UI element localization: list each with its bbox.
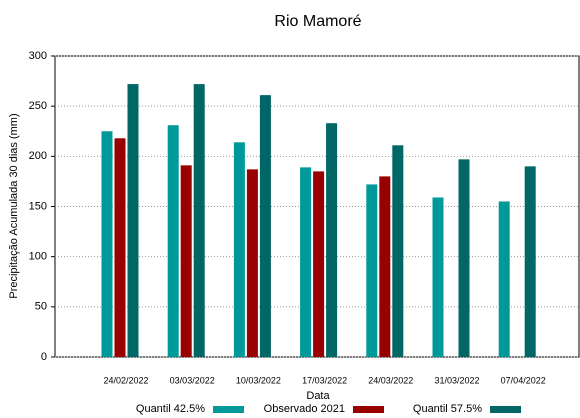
bar (300, 167, 312, 357)
x-axis-label: Data (306, 390, 330, 402)
y-axis-label: Precipitação Acumulada 30 dias (mm) (8, 113, 20, 298)
legend-label: Observado 2021 (264, 403, 345, 415)
bar (498, 201, 510, 357)
x-tick-label: 07/04/2022 (501, 375, 546, 385)
legend-swatch (213, 406, 244, 413)
x-tick-label: 03/03/2022 (170, 375, 215, 385)
y-tick-label: 200 (29, 150, 47, 162)
bar (259, 95, 271, 357)
bar (432, 197, 444, 357)
bar (458, 159, 470, 357)
y-tick-label: 100 (29, 251, 47, 263)
y-tick-label: 300 (29, 50, 47, 62)
x-tick-label: 24/03/2022 (368, 375, 413, 385)
bar (114, 138, 126, 357)
bar (193, 84, 205, 358)
legend-label: Quantil 57.5% (413, 403, 482, 415)
x-tick-label: 24/02/2022 (103, 375, 148, 385)
bar (379, 176, 391, 357)
chart-title: Rio Mamoré (274, 13, 361, 30)
x-tick-label: 17/03/2022 (302, 375, 347, 385)
bar (101, 131, 113, 357)
bar (392, 145, 404, 357)
y-tick-label: 50 (35, 301, 47, 313)
legend-swatch (353, 406, 384, 413)
bar (167, 125, 179, 357)
bar (313, 171, 325, 357)
bar (180, 165, 192, 357)
legend-label: Quantil 42.5% (136, 403, 205, 415)
legend-swatch (490, 406, 521, 413)
bar (246, 169, 258, 357)
x-tick-label: 31/03/2022 (434, 375, 479, 385)
bar (127, 84, 139, 358)
bar (233, 142, 245, 357)
x-tick-label: 10/03/2022 (236, 375, 281, 385)
y-tick-label: 0 (41, 351, 47, 363)
y-tick-label: 150 (29, 200, 47, 212)
bar (524, 166, 536, 357)
y-tick-label: 250 (29, 100, 47, 112)
bar (326, 123, 338, 358)
bar (366, 184, 378, 357)
